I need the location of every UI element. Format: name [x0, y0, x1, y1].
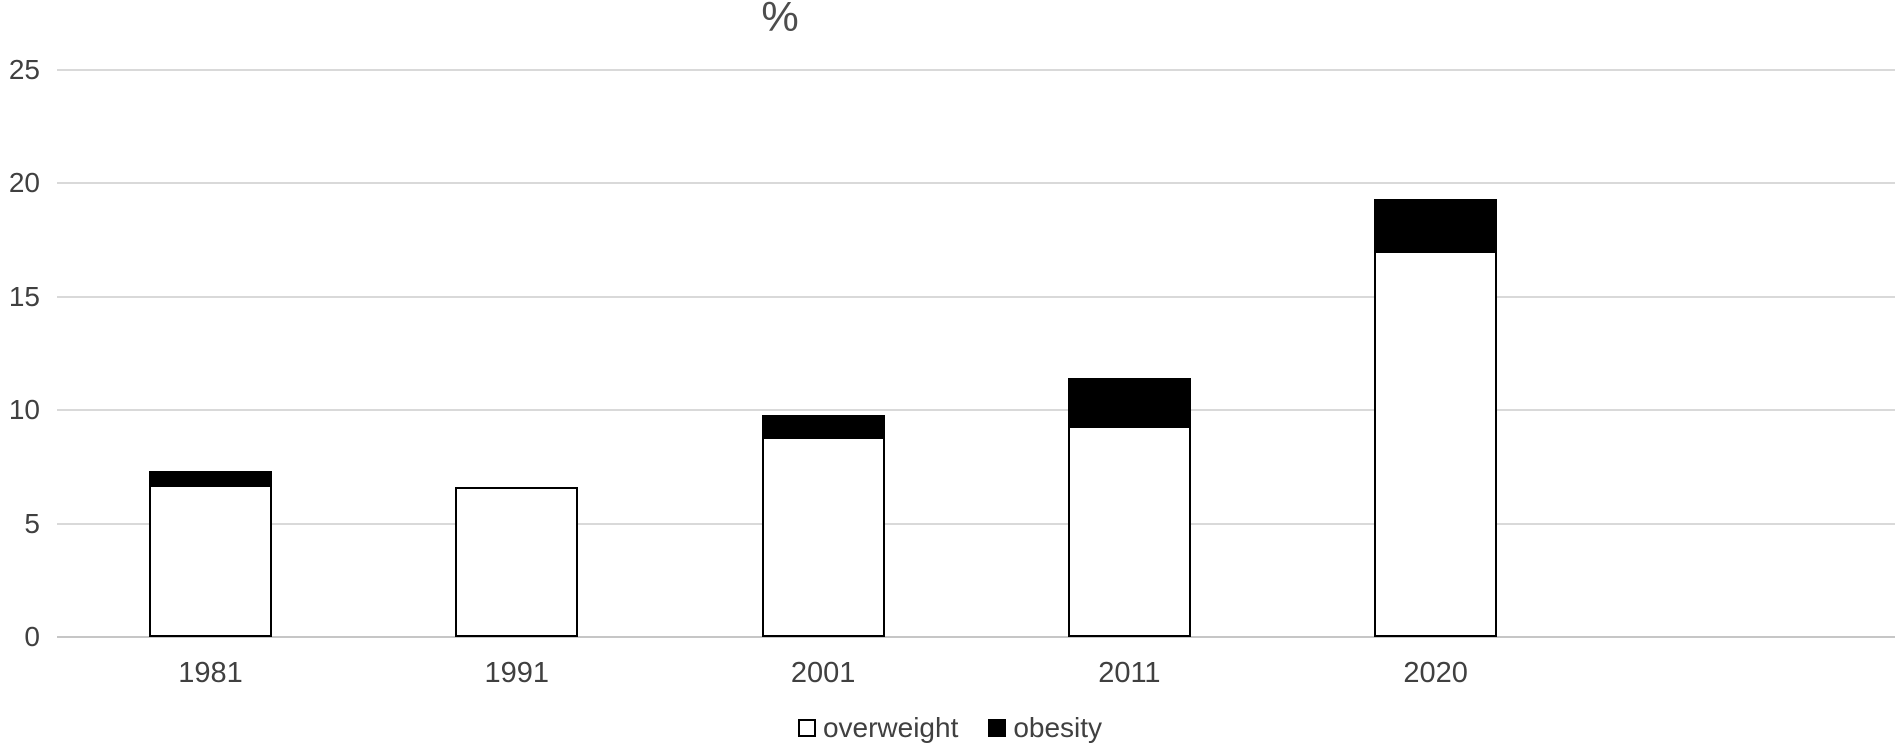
- chart-title: %: [761, 0, 799, 40]
- bar-1981-overweight: [149, 484, 272, 637]
- x-tick-label-2020: 2020: [1403, 657, 1468, 689]
- bar-2001-overweight: [761, 437, 885, 637]
- legend-item-overweight: overweight: [797, 710, 959, 746]
- gridline-10: [57, 409, 1895, 411]
- y-tick-label-5: 5: [24, 507, 40, 539]
- y-tick-label-20: 20: [8, 167, 40, 198]
- gridline-15: [57, 295, 1895, 298]
- gridline-20: [57, 182, 1895, 184]
- gridline-5: [57, 522, 1895, 525]
- x-tick-label-1991: 1991: [484, 657, 550, 689]
- bar-2011-obesity: [1067, 378, 1191, 428]
- legend-label-obesity: obesity: [1013, 712, 1103, 743]
- y-tick-label-25: 25: [8, 53, 40, 85]
- x-tick-label-2001: 2001: [790, 657, 856, 689]
- legend: overweight obesity: [0, 710, 1900, 746]
- gridline-25: [57, 68, 1895, 71]
- x-axis-line: [57, 636, 1895, 638]
- legend-label-overweight: overweight: [822, 712, 959, 743]
- y-tick-label-10: 10: [8, 394, 40, 425]
- x-tick-label-1981: 1981: [178, 657, 243, 689]
- bar-2020-overweight: [1374, 251, 1498, 637]
- overweight-swatch-icon: [797, 719, 816, 737]
- y-tick-label-15: 15: [8, 280, 40, 312]
- bar-1991-overweight: [455, 487, 579, 637]
- bar-1981-obesity: [149, 471, 272, 487]
- bar-2001-obesity: [761, 414, 885, 440]
- x-tick-label-2011: 2011: [1098, 657, 1161, 689]
- bar-2020-obesity: [1374, 198, 1498, 254]
- y-tick-label-0: 0: [24, 621, 40, 652]
- obesity-swatch-icon: [988, 719, 1007, 737]
- bar-2011-overweight: [1067, 425, 1191, 637]
- legend-item-obesity: obesity: [988, 710, 1102, 746]
